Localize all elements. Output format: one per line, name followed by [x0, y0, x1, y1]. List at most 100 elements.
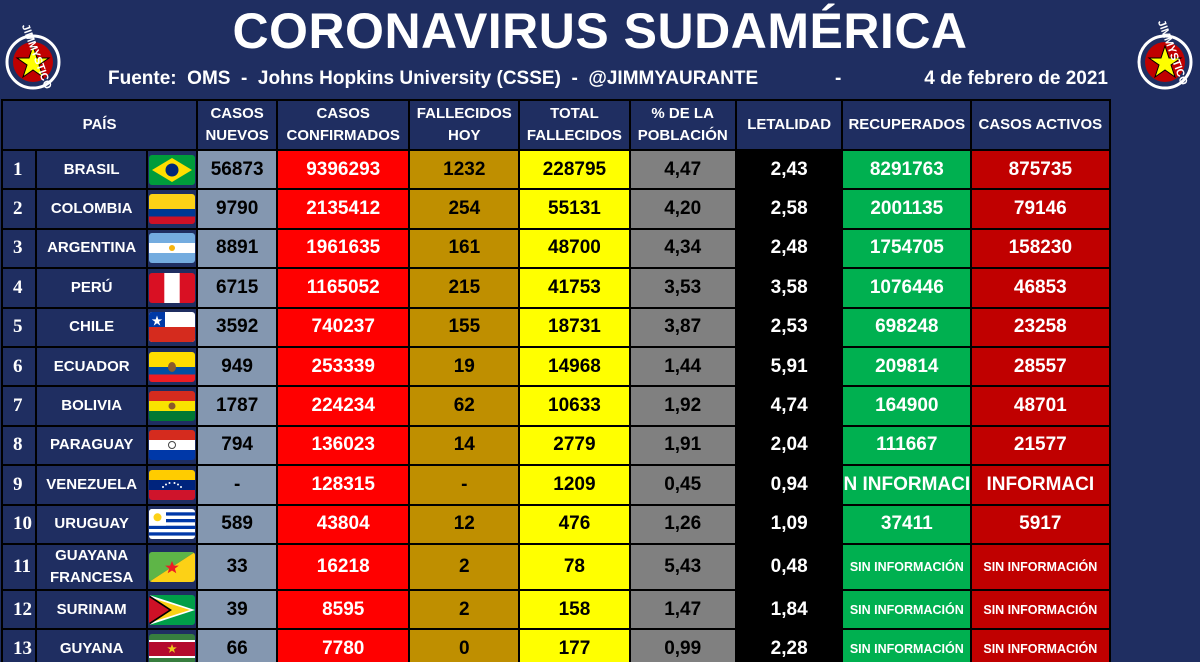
casos-confirmados-cell: 43804	[276, 503, 411, 545]
casos-nuevos-cell: 6715	[196, 267, 279, 309]
ecuador-flag-icon	[149, 351, 196, 382]
paraguay-flag-icon	[149, 430, 196, 461]
table-row: 4 PERÚ 6715 1165052 215 41753 3,53 3,58 1076446 4…	[0, 267, 1199, 309]
fallecidos-hoy-cell: 155	[408, 306, 521, 348]
table-row: 3 ARGENTINA 8891 1961635 161 48700 4,34 2,48 175…	[0, 227, 1199, 270]
flag-cell	[146, 345, 199, 388]
fallecidos-hoy-cell: 1232	[408, 148, 521, 191]
casos-activos-cell: INFORMACI	[970, 464, 1111, 506]
row-number: 10	[0, 503, 38, 545]
fallecidos-hoy-cell: 12	[408, 503, 521, 545]
flag-cell	[146, 148, 199, 191]
recuperados-cell: N INFORMACI	[841, 464, 973, 506]
row-number: 6	[0, 345, 38, 388]
casos-activos-cell: 21577	[970, 424, 1111, 467]
country-name: PERÚ	[35, 267, 149, 309]
row-number: 9	[0, 464, 38, 506]
fallecidos-hoy-cell: 0	[408, 628, 521, 662]
header-letalidad: LETALIDAD	[734, 99, 844, 151]
flag-cell	[146, 464, 199, 506]
brazil-flag-icon	[149, 154, 196, 185]
casos-confirmados-cell: 136023	[276, 424, 411, 467]
casos-confirmados-cell: 253339	[276, 345, 411, 388]
table-row: 13 GUYANA 66 7780 0 177 0,99 2,28 SIN INFORMACIÓ…	[0, 628, 1199, 662]
row-number: 11	[0, 542, 38, 591]
header-total-fallecidos: TOTAL FALLECIDOS	[518, 99, 631, 151]
total-fallecidos-cell: 18731	[518, 306, 631, 348]
casos-nuevos-cell: 66	[196, 628, 279, 662]
flag-cell	[146, 188, 199, 230]
flag-cell	[146, 588, 199, 631]
casos-activos-cell: 158230	[970, 227, 1111, 270]
casos-nuevos-cell: 39	[196, 588, 279, 631]
poblacion-cell: 0,99	[628, 628, 737, 662]
row-number: 13	[0, 628, 38, 662]
recuperados-cell: 37411	[841, 503, 973, 545]
casos-activos-cell: 5917	[970, 503, 1111, 545]
poblacion-cell: 1,92	[628, 385, 737, 427]
casos-nuevos-cell: 949	[196, 345, 279, 388]
recuperados-cell: SIN INFORMACIÓN	[841, 588, 973, 631]
total-fallecidos-cell: 14968	[518, 345, 631, 388]
header-poblacion: % DE LA POBLACIÓN	[628, 99, 737, 151]
header-recuperados: RECUPERADOS	[841, 99, 973, 151]
flag-cell	[146, 385, 199, 427]
recuperados-cell: 1754705	[841, 227, 973, 270]
fallecidos-hoy-cell: 2	[408, 542, 521, 591]
total-fallecidos-cell: 228795	[518, 148, 631, 191]
total-fallecidos-cell: 177	[518, 628, 631, 662]
source-line: Fuente: OMS - Johns Hopkins University (…	[108, 68, 759, 89]
casos-activos-cell: 28557	[970, 345, 1111, 388]
total-fallecidos-cell: 48700	[518, 227, 631, 270]
total-fallecidos-cell: 10633	[518, 385, 631, 427]
letalidad-cell: 1,84	[734, 588, 844, 631]
guyana-flag-icon	[149, 594, 196, 625]
casos-confirmados-cell: 8595	[276, 588, 411, 631]
french-guiana-flag-icon	[149, 551, 196, 582]
casos-confirmados-cell: 7780	[276, 628, 411, 662]
fallecidos-hoy-cell: 254	[408, 188, 521, 230]
fallecidos-hoy-cell: 2	[408, 588, 521, 631]
header-pais: PAÍS	[0, 99, 199, 151]
casos-nuevos-cell: 794	[196, 424, 279, 467]
jimmystico-logo: JIMMYSTICO	[5, 22, 61, 91]
table-row: 2 COLOMBIA 9790 2135412 254 55131 4,20 2,58 2001…	[0, 188, 1199, 230]
row-number: 4	[0, 267, 38, 309]
casos-activos-cell: 875735	[970, 148, 1111, 191]
casos-activos-cell: SIN INFORMACIÓN	[970, 542, 1111, 591]
table-row: 8 PARAGUAY 794 136023 14 2779 1,91 2,04 111667 21…	[0, 424, 1199, 467]
letalidad-cell: 1,09	[734, 503, 844, 545]
row-number: 8	[0, 424, 38, 467]
flag-cell	[146, 503, 199, 545]
fallecidos-hoy-cell: 161	[408, 227, 521, 270]
country-name: VENEZUELA	[35, 464, 149, 506]
flag-cell	[146, 267, 199, 309]
total-fallecidos-cell: 78	[518, 542, 631, 591]
recuperados-cell: 111667	[841, 424, 973, 467]
table-row: 11 GUAYANA FRANCESA 33 16218 2 78 5,43 0,48 SIN …	[0, 542, 1199, 591]
poblacion-cell: 1,44	[628, 345, 737, 388]
flag-cell	[146, 306, 199, 348]
letalidad-cell: 2,43	[734, 148, 844, 191]
poblacion-cell: 1,91	[628, 424, 737, 467]
country-name: ARGENTINA	[35, 227, 149, 270]
covid-table: PAÍS CASOS NUEVOS CASOS CONFIRMADOS FALLEC…	[0, 99, 1200, 662]
recuperados-cell: 8291763	[841, 148, 973, 191]
casos-nuevos-cell: 589	[196, 503, 279, 545]
letalidad-cell: 5,91	[734, 345, 844, 388]
letalidad-cell: 2,53	[734, 306, 844, 348]
recuperados-cell: 164900	[841, 385, 973, 427]
casos-activos-cell: 48701	[970, 385, 1111, 427]
country-name: CHILE	[35, 306, 149, 348]
argentina-flag-icon	[149, 233, 196, 264]
recuperados-cell: SIN INFORMACIÓN	[841, 542, 973, 591]
letalidad-cell: 3,58	[734, 267, 844, 309]
row-number: 7	[0, 385, 38, 427]
table-row: 5 CHILE 3592 740237 155 18731 3,87 2,53 698248 23…	[0, 306, 1199, 348]
recuperados-cell: SIN INFORMACIÓN	[841, 628, 973, 662]
total-fallecidos-cell: 2779	[518, 424, 631, 467]
row-number: 12	[0, 588, 38, 631]
letalidad-cell: 2,28	[734, 628, 844, 662]
casos-confirmados-cell: 16218	[276, 542, 411, 591]
casos-confirmados-cell: 2135412	[276, 188, 411, 230]
